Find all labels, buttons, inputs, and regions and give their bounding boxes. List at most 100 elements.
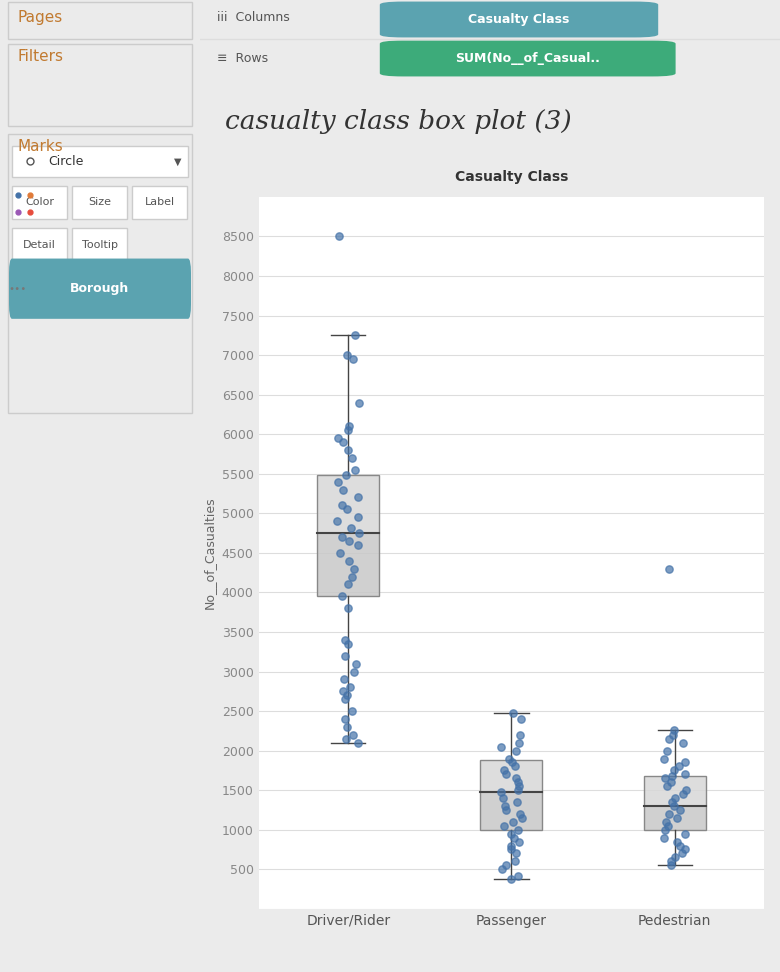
Text: ∙∙∙: ∙∙∙ [8,284,27,294]
Point [342,601,354,616]
Point [505,842,518,857]
Point [499,798,512,814]
FancyBboxPatch shape [8,134,192,413]
Point [679,842,692,857]
FancyBboxPatch shape [12,146,188,177]
FancyBboxPatch shape [9,259,191,319]
Point [667,722,679,738]
Point [339,648,352,664]
Point [332,228,345,244]
Point [505,838,517,853]
Y-axis label: No__of_Casualties: No__of_Casualties [203,497,216,609]
Point [677,735,690,750]
Point [353,395,365,410]
FancyBboxPatch shape [12,186,67,219]
Point [665,775,678,790]
Point [516,810,528,825]
Point [671,834,683,850]
Point [679,754,691,770]
Point [666,727,679,743]
Point [342,442,354,458]
Point [500,767,512,782]
Point [338,672,350,687]
Point [349,328,361,343]
Text: iii  Columns: iii Columns [218,11,290,23]
Point [658,750,670,766]
Point [341,719,353,735]
Bar [644,776,706,806]
Point [335,589,348,605]
Text: ≡  Rows: ≡ Rows [218,52,268,65]
Point [666,768,679,783]
Bar [480,760,542,792]
Point [495,861,508,877]
Point [342,576,354,592]
Point [343,419,356,434]
FancyBboxPatch shape [380,41,675,77]
Point [672,810,684,825]
Point [342,423,355,438]
Point [332,431,345,446]
Point [349,462,361,477]
Point [353,525,365,540]
Text: Casualty Class: Casualty Class [455,170,568,185]
Text: Marks: Marks [18,139,64,154]
Point [514,727,526,743]
Point [665,856,678,872]
Point [498,763,511,779]
Point [661,818,674,834]
FancyBboxPatch shape [8,44,192,126]
Point [342,636,354,651]
Point [341,687,353,703]
Point [348,561,360,576]
Bar [644,776,706,830]
Point [512,868,524,884]
Point [344,679,356,695]
Point [347,351,360,366]
Point [498,818,510,834]
Point [668,790,681,806]
Point [661,743,674,758]
Point [510,771,523,786]
Point [661,779,673,794]
Point [341,502,353,517]
Point [347,727,360,743]
Text: Label: Label [144,197,175,207]
Point [509,846,522,861]
Point [343,534,356,549]
FancyBboxPatch shape [8,2,192,39]
Point [505,871,517,886]
Point [332,474,345,490]
Point [663,806,675,821]
Bar [480,760,542,830]
Point [514,712,526,727]
Point [509,743,522,758]
Point [663,561,675,576]
Bar [480,792,542,830]
FancyBboxPatch shape [132,186,187,219]
Point [509,853,521,869]
Point [512,822,524,838]
Bar [317,475,379,533]
Point [335,498,348,513]
Point [346,704,358,719]
Point [337,683,349,699]
Point [658,830,671,846]
Text: casualty class box plot (3): casualty class box plot (3) [225,110,572,134]
Point [660,814,672,829]
FancyBboxPatch shape [380,2,658,38]
Point [509,830,521,846]
Bar [317,533,379,597]
Point [502,750,515,766]
Point [337,434,349,450]
Point [512,782,524,798]
Text: SUM(No__of_Casual..: SUM(No__of_Casual.. [456,52,600,65]
Text: Tooltip: Tooltip [81,240,118,250]
Point [351,538,363,553]
Point [677,786,690,802]
Point [495,739,507,754]
Bar [644,806,706,830]
Point [349,656,362,672]
Point [332,513,344,529]
Point [500,857,512,873]
